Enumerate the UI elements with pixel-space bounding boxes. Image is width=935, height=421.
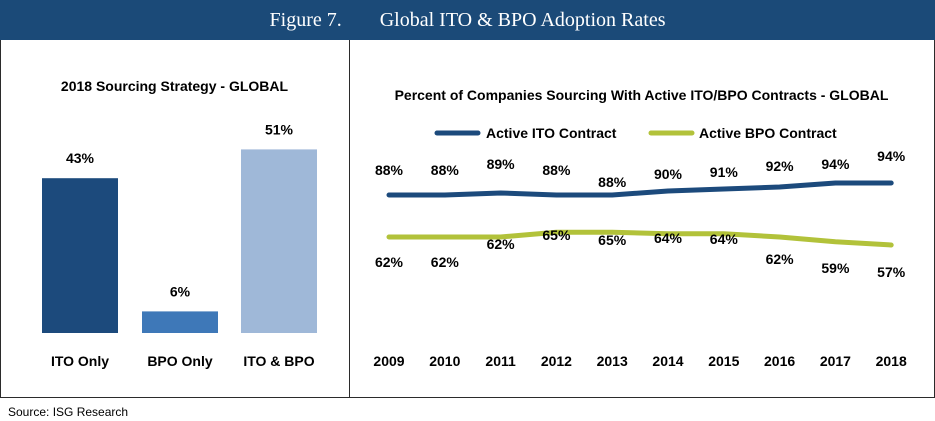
data-label-0: 91% [710,164,739,180]
x-tick-label: 2013 [597,353,628,369]
panel-divider [349,40,350,397]
source-note: Source: ISG Research [8,405,129,419]
bar-category-label: BPO Only [147,353,213,369]
x-tick-label: 2016 [764,353,795,369]
data-label-1: 65% [598,232,627,248]
data-label-0: 94% [877,148,906,164]
series-line-1 [386,229,894,248]
data-label-0: 88% [598,174,627,190]
figure-title: Global ITO & BPO Adoption Rates [379,8,666,31]
data-label-1: 62% [375,254,404,270]
legend-label: Active BPO Contract [699,125,837,141]
bar-value-label: 43% [66,150,95,166]
data-label-0: 92% [766,158,795,174]
bar-category-label: ITO & BPO [243,353,314,369]
x-tick-label: 2014 [652,353,683,369]
data-label-0: 94% [821,156,850,172]
x-tick-label: 2009 [373,353,404,369]
bar-chart: 43% ITO Only 6% BPO Only 51% ITO & BPO [42,121,317,369]
data-label-1: 62% [487,236,516,252]
data-label-0: 90% [654,166,683,182]
data-label-1: 57% [877,264,906,280]
x-tick-label: 2010 [429,353,460,369]
bar-1 [142,311,218,333]
figure-number: Figure 7. [269,8,342,31]
data-label-0: 88% [375,162,404,178]
x-tick-label: 2011 [485,353,516,369]
bar-value-label: 51% [265,121,294,137]
data-label-1: 62% [431,254,460,270]
bar-chart-title: 2018 Sourcing Strategy - GLOBAL [60,78,289,94]
legend-label: Active ITO Contract [486,125,617,141]
data-label-1: 62% [766,251,795,267]
bar-2 [241,149,317,333]
data-label-1: 59% [821,260,850,276]
x-tick-label: 2017 [820,353,851,369]
series-line-0 [386,180,894,198]
x-tick-label: 2018 [876,353,907,369]
bar-value-label: 6% [170,283,191,299]
bar-category-label: ITO Only [51,353,109,369]
x-tick-label: 2012 [541,353,572,369]
x-tick-label: 2015 [708,353,739,369]
data-label-1: 65% [542,227,571,243]
line-chart-title: Percent of Companies Sourcing With Activ… [394,87,889,103]
figure-header: Figure 7. Global ITO & BPO Adoption Rate… [0,0,935,40]
data-label-0: 89% [487,156,516,172]
data-label-1: 64% [710,231,739,247]
data-label-0: 88% [431,162,460,178]
bar-0 [42,178,118,333]
data-label-1: 64% [654,230,683,246]
data-label-0: 88% [542,162,571,178]
line-chart: Active ITO Contract Active BPO Contract 88… [373,125,907,369]
